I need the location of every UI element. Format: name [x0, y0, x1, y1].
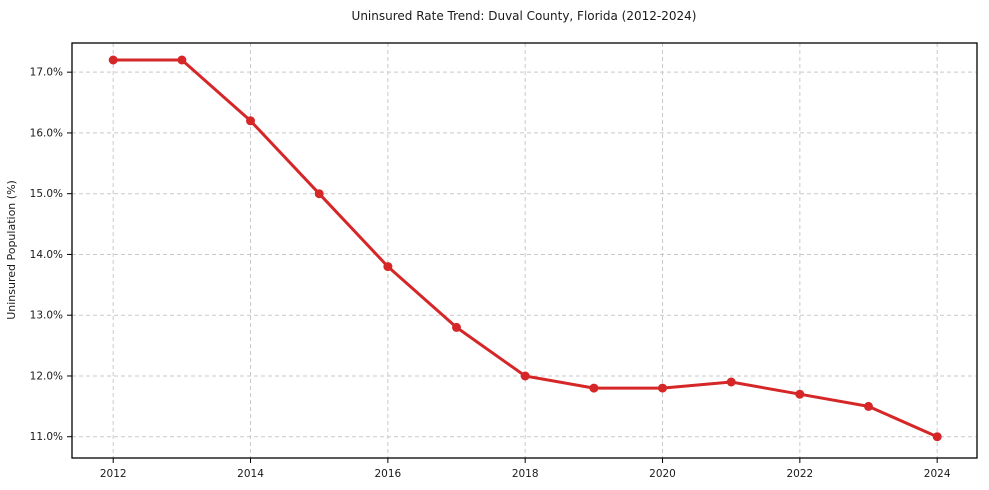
- data-point-marker: [383, 262, 393, 272]
- data-point-marker: [314, 189, 324, 199]
- y-tick-label: 14.0%: [30, 249, 63, 261]
- x-tick-label: 2016: [374, 468, 401, 480]
- x-tick-label: 2012: [100, 468, 127, 480]
- data-point-marker: [795, 389, 805, 399]
- data-point-marker: [658, 383, 667, 393]
- y-tick-label: 16.0%: [30, 127, 63, 139]
- data-point-marker: [932, 432, 942, 442]
- data-point-marker: [726, 377, 736, 387]
- series-layer: [108, 55, 942, 442]
- y-axis-label: Uninsured Population (%): [5, 180, 18, 320]
- data-point-marker: [589, 383, 599, 393]
- chart-title: Uninsured Rate Trend: Duval County, Flor…: [352, 9, 697, 23]
- axis-layer: 11.0% 12.0% 13.0% 14.0% 15.0% 16.0% 17.0% 2012 2…: [30, 42, 978, 480]
- x-tick-label: 2024: [924, 468, 951, 480]
- plot-border: [71, 42, 978, 459]
- x-tick-label: 2022: [786, 468, 813, 480]
- grid-layer: [72, 43, 977, 458]
- data-point-marker: [864, 401, 873, 411]
- x-tick-label: 2018: [512, 468, 539, 480]
- data-point-marker: [177, 55, 187, 65]
- x-tick-label: 2014: [237, 468, 264, 480]
- y-tick-label: 11.0%: [30, 431, 63, 443]
- y-tick-label: 15.0%: [30, 188, 63, 200]
- data-point-marker: [246, 116, 255, 126]
- y-tick-label: 12.0%: [30, 370, 63, 382]
- x-tick-label: 2020: [649, 468, 676, 480]
- y-tick-label: 17.0%: [30, 67, 63, 79]
- y-tick-label: 13.0%: [30, 310, 63, 322]
- data-point-marker: [520, 371, 530, 381]
- data-point-marker: [452, 322, 461, 332]
- data-point-marker: [108, 55, 118, 65]
